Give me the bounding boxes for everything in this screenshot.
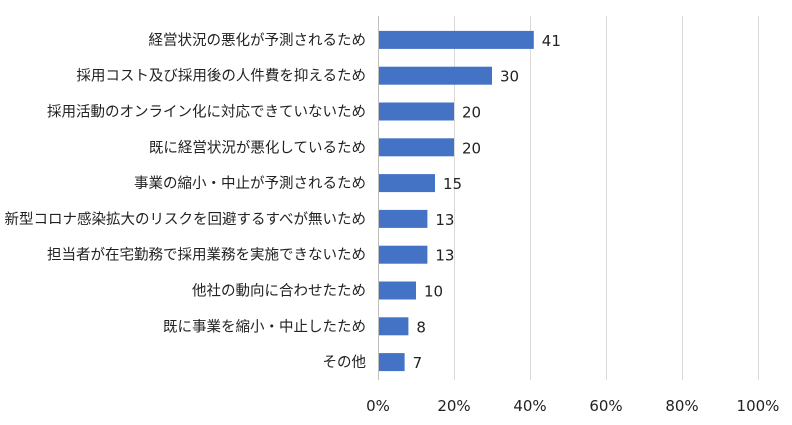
category-label: 採用活動のオンライン化に対応できていないため (47, 104, 366, 121)
data-label: 20 (462, 104, 481, 122)
category-label: 他社の動向に合わせたため (192, 283, 366, 300)
data-label: 13 (435, 211, 454, 229)
bar (379, 138, 454, 157)
x-axis-tick-labels: 0% 20% 40% 60% 80% 100% (366, 397, 779, 415)
x-tick-label: 100% (737, 397, 780, 415)
data-label: 15 (443, 175, 462, 193)
x-tick-label: 20% (437, 397, 470, 415)
category-label: 事業の縮小・中止が予測されるため (134, 175, 366, 192)
x-tick-label: 60% (589, 397, 622, 415)
bars (379, 30, 534, 372)
bar (379, 102, 454, 121)
data-label: 30 (500, 68, 519, 86)
data-label: 41 (542, 32, 561, 50)
category-label: 既に事業を縮小・中止したため (163, 318, 366, 335)
data-label: 7 (413, 354, 423, 372)
category-label: 担当者が在宅勤務で採用業務を実施できないため (47, 247, 366, 264)
category-label: 既に経営状況が悪化しているため (149, 139, 366, 156)
category-labels: 経営状況の悪化が予測されるため採用コスト及び採用後の人件費を抑えるため採用活動の… (5, 32, 366, 371)
data-label: 20 (462, 139, 481, 157)
bar (379, 353, 405, 372)
bar (379, 66, 492, 85)
bar (379, 174, 435, 193)
bar (379, 245, 428, 264)
data-label: 8 (416, 318, 426, 336)
category-label: その他 (323, 354, 367, 371)
x-tick-label: 0% (366, 397, 390, 415)
x-tick-label: 80% (665, 397, 698, 415)
category-label: 新型コロナ感染拡大のリスクを回避するすべが無いため (5, 211, 366, 228)
data-label: 10 (424, 283, 443, 301)
category-label: 経営状況の悪化が予測されるため (149, 32, 367, 49)
bar (379, 317, 409, 336)
bar (379, 281, 416, 300)
bar (379, 209, 428, 228)
data-label: 13 (435, 247, 454, 265)
bar (379, 30, 534, 49)
category-label: 採用コスト及び採用後の人件費を抑えるため (76, 68, 366, 85)
x-tick-label: 40% (513, 397, 546, 415)
